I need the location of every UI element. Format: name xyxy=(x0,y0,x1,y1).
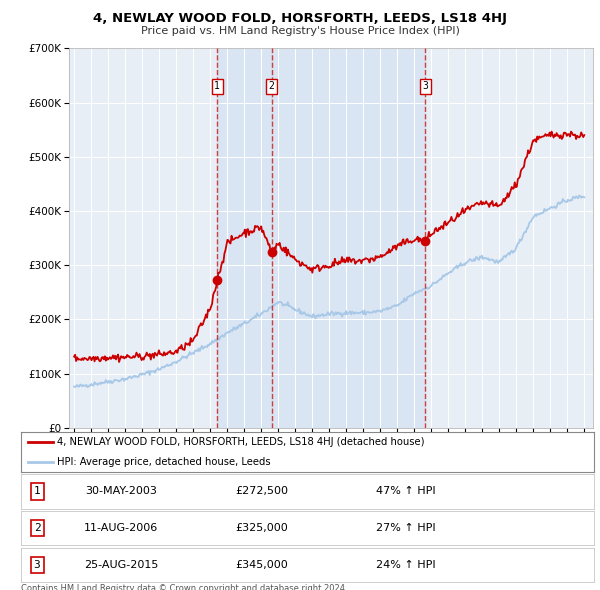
Bar xyxy=(217,48,272,428)
Text: 3: 3 xyxy=(422,81,428,91)
Text: 1: 1 xyxy=(214,81,220,91)
Text: 24% ↑ HPI: 24% ↑ HPI xyxy=(376,560,436,569)
Text: 4, NEWLAY WOOD FOLD, HORSFORTH, LEEDS, LS18 4HJ (detached house): 4, NEWLAY WOOD FOLD, HORSFORTH, LEEDS, L… xyxy=(56,437,424,447)
Text: HPI: Average price, detached house, Leeds: HPI: Average price, detached house, Leed… xyxy=(56,457,270,467)
Text: 11-AUG-2006: 11-AUG-2006 xyxy=(84,523,158,533)
Text: 3: 3 xyxy=(34,560,40,569)
Text: £345,000: £345,000 xyxy=(235,560,288,569)
Text: Price paid vs. HM Land Registry's House Price Index (HPI): Price paid vs. HM Land Registry's House … xyxy=(140,26,460,36)
Text: 4, NEWLAY WOOD FOLD, HORSFORTH, LEEDS, LS18 4HJ: 4, NEWLAY WOOD FOLD, HORSFORTH, LEEDS, L… xyxy=(93,12,507,25)
Text: 1: 1 xyxy=(34,487,40,496)
Text: £272,500: £272,500 xyxy=(235,487,288,496)
Text: £325,000: £325,000 xyxy=(235,523,288,533)
Text: 2: 2 xyxy=(34,523,40,533)
Text: 47% ↑ HPI: 47% ↑ HPI xyxy=(376,487,436,496)
Text: 2: 2 xyxy=(269,81,275,91)
Bar xyxy=(272,48,425,428)
Text: 27% ↑ HPI: 27% ↑ HPI xyxy=(376,523,436,533)
Text: Contains HM Land Registry data © Crown copyright and database right 2024.: Contains HM Land Registry data © Crown c… xyxy=(21,584,347,590)
Text: 25-AUG-2015: 25-AUG-2015 xyxy=(84,560,158,569)
Text: 30-MAY-2003: 30-MAY-2003 xyxy=(85,487,157,496)
